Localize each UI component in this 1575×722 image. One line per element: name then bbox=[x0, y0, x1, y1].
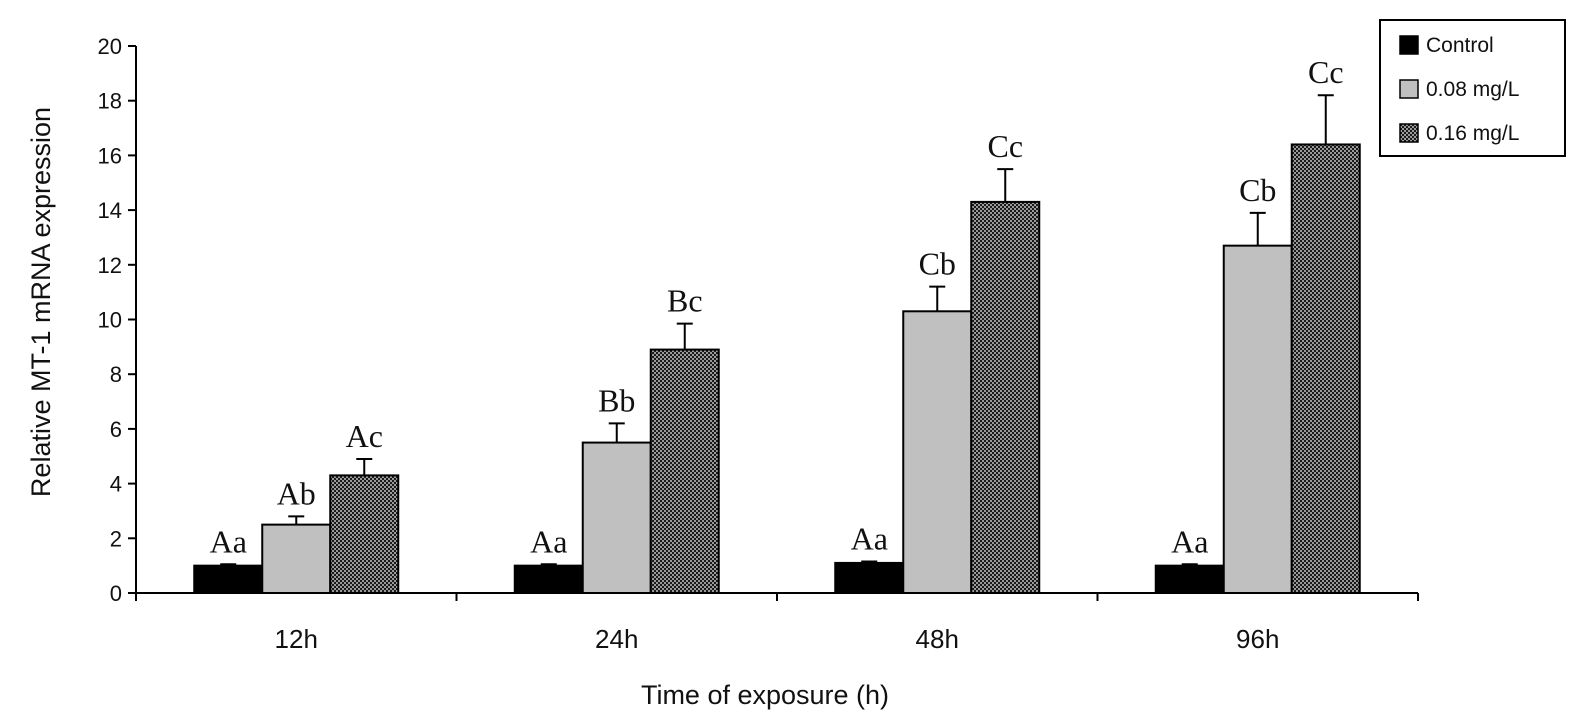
bar bbox=[834, 561, 905, 594]
y-tick-label: 12 bbox=[98, 253, 122, 278]
x-axis-title: Time of exposure (h) bbox=[641, 680, 889, 710]
data-label: Aa bbox=[210, 523, 247, 559]
legend-swatch bbox=[1399, 79, 1419, 99]
category-label: 12h bbox=[275, 624, 318, 654]
data-label: Aa bbox=[530, 523, 567, 559]
data-label: Bb bbox=[598, 382, 635, 418]
bar bbox=[581, 441, 652, 595]
data-label: Cb bbox=[1239, 172, 1276, 208]
legend-label: 0.16 mg/L bbox=[1426, 122, 1519, 145]
y-tick-label: 6 bbox=[110, 417, 122, 442]
y-tick-label: 2 bbox=[110, 526, 122, 551]
y-tick-label: 18 bbox=[98, 89, 122, 114]
bar bbox=[1154, 564, 1225, 595]
bar bbox=[1222, 244, 1293, 594]
y-tick-label: 16 bbox=[98, 143, 122, 168]
data-label: Aa bbox=[851, 521, 888, 557]
bar bbox=[193, 564, 264, 595]
bar bbox=[329, 474, 400, 594]
legend-label: Control bbox=[1426, 34, 1494, 57]
legend-swatch bbox=[1399, 35, 1419, 55]
y-tick-label: 8 bbox=[110, 362, 122, 387]
bars-group bbox=[193, 94, 1361, 595]
y-tick-label: 20 bbox=[98, 34, 122, 59]
legend-swatch bbox=[1399, 123, 1419, 143]
data-label: Aa bbox=[1171, 523, 1208, 559]
data-label: Ac bbox=[346, 418, 383, 454]
y-tick-label: 14 bbox=[98, 198, 122, 223]
bar bbox=[513, 564, 584, 595]
data-label: Cb bbox=[919, 246, 956, 282]
bar bbox=[261, 523, 332, 594]
legend: Control 0.08 mg/L 0.16 mg/L bbox=[1379, 19, 1566, 157]
y-tick-label: 4 bbox=[110, 472, 122, 497]
data-label: Cc bbox=[987, 128, 1023, 164]
category-label: 24h bbox=[595, 624, 638, 654]
bar bbox=[1290, 143, 1361, 595]
y-axis-title: Relative MT-1 mRNA expression bbox=[26, 107, 56, 497]
bar bbox=[970, 200, 1041, 595]
data-label: Bc bbox=[667, 283, 703, 319]
data-label: Cc bbox=[1308, 54, 1344, 90]
bar bbox=[649, 348, 720, 594]
legend-label: 0.08 mg/L bbox=[1426, 78, 1519, 101]
y-tick-label: 0 bbox=[110, 581, 122, 606]
bar bbox=[902, 310, 973, 594]
labels-group: 12h Aa Ab Ac 24h Aa Bb Bc 48h Aa Cb Cc 96h Aa Cb Cc bbox=[210, 54, 1344, 654]
y-tick-label: 10 bbox=[98, 308, 122, 333]
category-label: 96h bbox=[1236, 624, 1279, 654]
data-label: Ab bbox=[277, 475, 316, 511]
category-label: 48h bbox=[916, 624, 959, 654]
